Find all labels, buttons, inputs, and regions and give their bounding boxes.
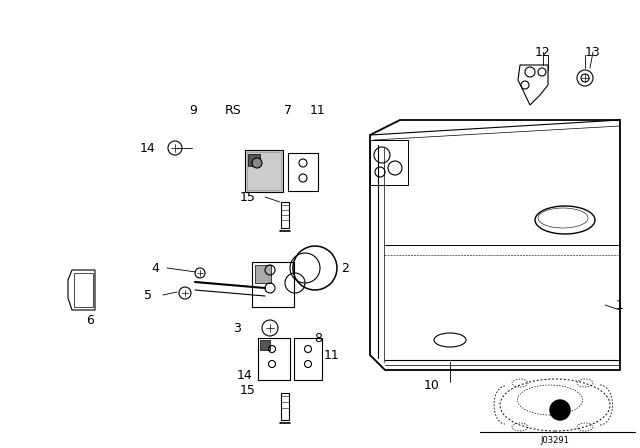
Text: 3: 3 xyxy=(233,322,241,335)
Text: 11: 11 xyxy=(324,349,340,362)
Text: 5: 5 xyxy=(144,289,152,302)
Text: 14: 14 xyxy=(237,369,253,382)
Text: 15: 15 xyxy=(240,190,256,203)
Text: 15: 15 xyxy=(240,383,256,396)
Bar xyxy=(255,265,271,283)
Bar xyxy=(260,340,270,350)
Text: RS: RS xyxy=(225,103,241,116)
Text: 11: 11 xyxy=(310,103,326,116)
Text: 10: 10 xyxy=(424,379,440,392)
Bar xyxy=(247,152,281,190)
Bar xyxy=(294,338,322,380)
Bar xyxy=(74,273,93,307)
Bar xyxy=(281,393,289,420)
Text: 2: 2 xyxy=(341,262,349,275)
Text: 8: 8 xyxy=(314,332,322,345)
Text: 1: 1 xyxy=(616,298,624,311)
Bar xyxy=(252,262,294,307)
Text: 6: 6 xyxy=(86,314,94,327)
Bar xyxy=(258,338,290,380)
Circle shape xyxy=(252,158,262,168)
Text: 13: 13 xyxy=(585,46,601,59)
Text: 14: 14 xyxy=(140,142,156,155)
Bar xyxy=(281,202,289,228)
Text: J03291: J03291 xyxy=(541,435,570,444)
Bar xyxy=(245,150,283,192)
Text: 7: 7 xyxy=(284,103,292,116)
Bar xyxy=(288,153,318,191)
Text: 12: 12 xyxy=(535,46,551,59)
Text: 9: 9 xyxy=(189,103,197,116)
Bar xyxy=(248,154,260,166)
Text: 4: 4 xyxy=(151,262,159,275)
Circle shape xyxy=(550,400,570,420)
